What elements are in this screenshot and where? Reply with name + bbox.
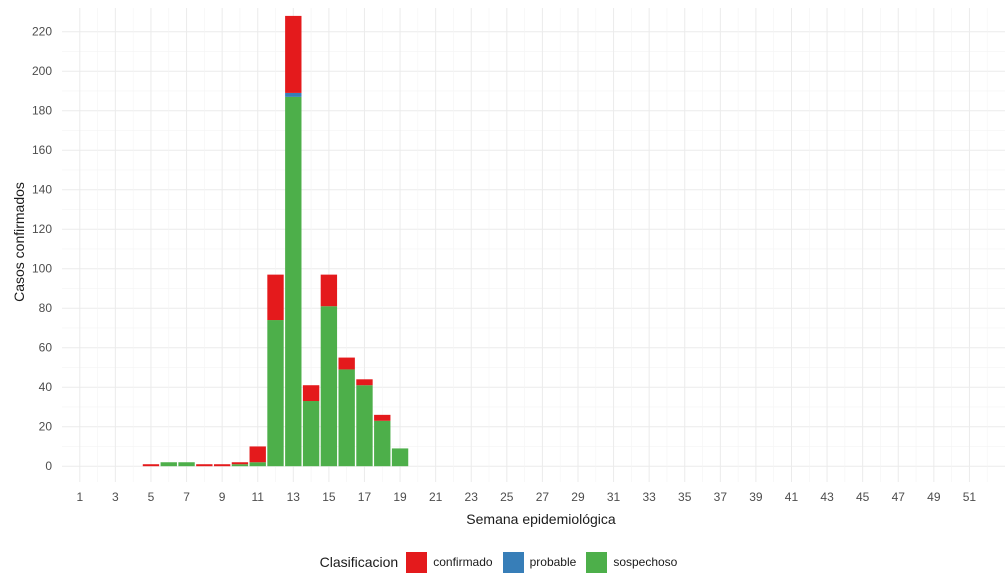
x-tick-label: 33: [642, 490, 656, 504]
bar-confirmado-week-17: [356, 379, 373, 386]
bar-confirmado-week-8: [196, 464, 213, 467]
legend-key-probable: [502, 551, 524, 573]
bar-confirmado-week-9: [213, 464, 231, 467]
y-tick-label: 200: [32, 64, 52, 78]
x-tick-label: 47: [892, 490, 906, 504]
bar-sospechoso-week-6: [160, 462, 177, 467]
x-tick-label: 31: [607, 490, 621, 504]
bar-sospechoso-week-13: [285, 96, 302, 467]
bar-confirmado-week-10: [231, 462, 249, 465]
x-tick-label: 45: [856, 490, 870, 504]
bar-probable-week-13: [285, 92, 302, 97]
y-tick-label: 120: [32, 222, 52, 236]
x-tick-label: 11: [251, 490, 264, 504]
x-tick-label: 41: [785, 490, 799, 504]
y-tick-label: 220: [32, 25, 52, 39]
x-tick-label: 21: [429, 490, 443, 504]
x-tick-label: 13: [287, 490, 301, 504]
y-tick-label: 0: [45, 459, 52, 473]
y-tick-label: 140: [32, 183, 52, 197]
y-tick-label: 100: [32, 262, 52, 276]
bar-confirmado-week-5: [142, 464, 160, 467]
x-tick-label: 51: [963, 490, 977, 504]
x-tick-label: 37: [714, 490, 728, 504]
legend-item-probable: probable: [502, 551, 577, 573]
bar-confirmado-week-16: [338, 357, 355, 370]
legend-label-sospechoso: sospechoso: [613, 555, 678, 569]
legend: Clasificacion confirmado probable sospec…: [0, 551, 1007, 573]
x-tick-label: 17: [358, 490, 372, 504]
bar-confirmado-week-18: [374, 414, 391, 421]
y-tick-label: 160: [32, 143, 52, 157]
x-tick-label: 43: [820, 490, 834, 504]
legend-key-confirmado: [406, 551, 428, 573]
y-tick-label: 40: [39, 380, 53, 394]
x-tick-label: 23: [465, 490, 479, 504]
legend-item-sospechoso: sospechoso: [586, 551, 678, 573]
legend-item-confirmado: confirmado: [406, 551, 493, 573]
x-tick-label: 15: [322, 490, 336, 504]
bar-sospechoso-week-11: [249, 462, 266, 467]
y-tick-label: 180: [32, 104, 52, 118]
x-tick-label: 5: [148, 490, 155, 504]
x-tick-label: 25: [500, 490, 514, 504]
legend-label-probable: probable: [529, 555, 577, 569]
bar-sospechoso-week-14: [302, 401, 320, 467]
y-axis-title: Casos confirmados: [11, 182, 27, 302]
bar-sospechoso-week-12: [267, 320, 284, 467]
x-axis-title: Semana epidemiológica: [466, 511, 616, 527]
bar-confirmado-week-13: [285, 15, 302, 93]
bar-confirmado-week-11: [249, 446, 266, 463]
x-tick-label: 3: [112, 490, 119, 504]
bar-sospechoso-week-10: [231, 464, 249, 467]
x-tick-label: 9: [219, 490, 226, 504]
bar-sospechoso-week-18: [374, 420, 391, 467]
grid-lines: [62, 8, 1005, 482]
bars: [142, 15, 409, 467]
x-tick-label: 27: [536, 490, 550, 504]
bar-sospechoso-week-17: [356, 385, 373, 467]
bar-sospechoso-week-7: [178, 462, 195, 467]
bar-sospechoso-week-15: [320, 306, 338, 467]
x-tick-label: 35: [678, 490, 692, 504]
x-tick-label: 7: [183, 490, 190, 504]
bar-confirmado-week-14: [302, 385, 320, 402]
bar-sospechoso-week-19: [391, 448, 409, 467]
legend-title: Clasificacion: [319, 554, 399, 570]
legend-key-sospechoso: [586, 551, 608, 573]
x-tick-label: 19: [393, 490, 407, 504]
bar-confirmado-week-12: [267, 274, 284, 321]
x-tick-label: 29: [571, 490, 585, 504]
x-axis-ticks: 1 3 5 7 9 11 13 15 17 19 21 23 25 27 29 31 33 35 37 39 41 43 4…: [76, 490, 976, 504]
y-axis-ticks: 0 20 40 60 80 100 120 140 160 180 200 220: [32, 25, 52, 474]
y-tick-label: 80: [39, 301, 53, 315]
x-tick-label: 49: [927, 490, 941, 504]
bar-sospechoso-week-16: [338, 369, 355, 467]
bar-confirmado-week-15: [320, 274, 338, 307]
legend-label-confirmado: confirmado: [433, 555, 493, 569]
x-tick-label: 1: [76, 490, 83, 504]
y-tick-label: 20: [39, 420, 53, 434]
x-tick-label: 39: [749, 490, 763, 504]
y-tick-label: 60: [39, 341, 53, 355]
